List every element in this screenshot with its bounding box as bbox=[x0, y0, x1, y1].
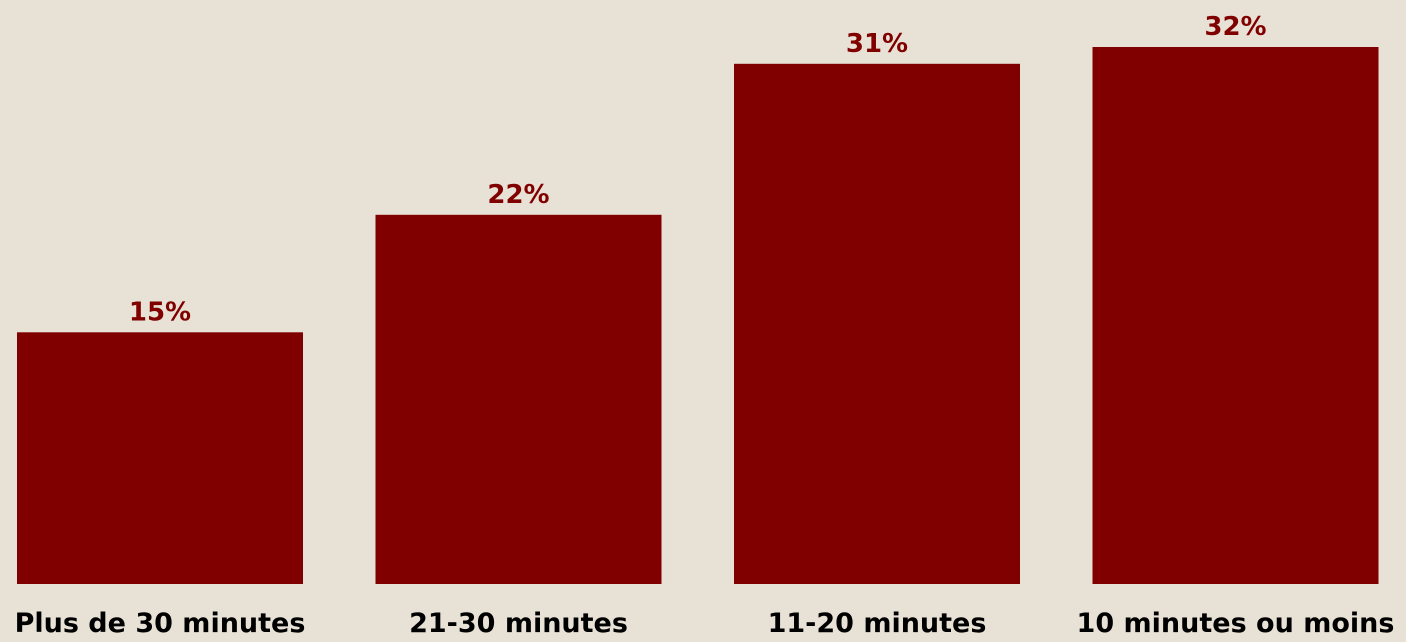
bars-group bbox=[17, 47, 1379, 585]
bar-3 bbox=[1092, 47, 1379, 584]
category-labels-group: Plus de 30 minutes 21-30 minutes 11-20 min… bbox=[15, 608, 1395, 639]
value-label-0: 15% bbox=[129, 297, 191, 327]
value-label-1: 22% bbox=[487, 180, 549, 210]
value-label-2: 31% bbox=[846, 29, 908, 59]
bar-0 bbox=[17, 332, 303, 584]
bar-1 bbox=[375, 214, 662, 585]
category-label-2: 11-20 minutes bbox=[768, 608, 987, 639]
bar-2 bbox=[734, 63, 1020, 585]
category-label-0: Plus de 30 minutes bbox=[15, 608, 306, 639]
category-label-1: 21-30 minutes bbox=[409, 608, 628, 639]
value-label-3: 32% bbox=[1204, 12, 1266, 42]
category-label-3: 10 minutes ou moins bbox=[1077, 608, 1395, 639]
value-labels-group: 15% 22% 31% 32% bbox=[129, 12, 1267, 327]
